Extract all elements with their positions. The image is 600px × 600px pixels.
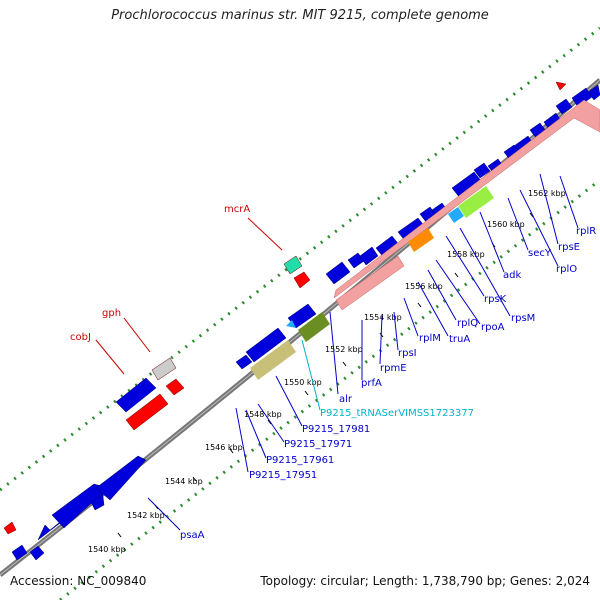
gene-labels: psaA P9215_17951 P9215_17961 P9215_17971… <box>70 204 596 541</box>
inner-dotted-track <box>59 178 600 600</box>
cds-arrow[interactable] <box>325 261 351 285</box>
gene-label-P9215_17961[interactable]: P9215_17961 <box>266 455 334 466</box>
ribosomal-operon-block[interactable] <box>333 99 600 299</box>
gene-label-rplM[interactable]: rplM <box>419 333 441 344</box>
tick-label: 1556 kbp <box>405 282 443 291</box>
gene-label-P9215_17981[interactable]: P9215_17981 <box>302 424 370 435</box>
tick-label: 1548 kbp <box>244 410 282 419</box>
cds-arrow-red[interactable] <box>555 81 567 91</box>
gene-label-psaA[interactable]: psaA <box>180 530 205 541</box>
tick-label: 1552 kbp <box>325 345 363 354</box>
reverse-strand-genes <box>3 81 567 535</box>
gene-label-rplO[interactable]: rplO <box>556 264 577 275</box>
feature-orange[interactable] <box>408 228 434 252</box>
trna-marker[interactable] <box>286 320 296 328</box>
cds-arrow-red[interactable] <box>125 393 169 431</box>
tick-labels: 1540 kbp 1542 kbp 1544 kbp 1546 kbp 1548… <box>88 189 566 554</box>
feature-teal[interactable] <box>283 255 303 275</box>
gene-label-adk[interactable]: adk <box>503 270 521 281</box>
gene-label-P9215_17971[interactable]: P9215_17971 <box>284 439 352 450</box>
gene-label-mcrA[interactable]: mcrA <box>224 204 250 215</box>
map-title: Prochlorococcus marinus str. MIT 9215, c… <box>111 8 489 23</box>
gene-label-secY[interactable]: secY <box>528 248 552 259</box>
outer-dotted-track <box>0 26 600 492</box>
gene-label-gph[interactable]: gph <box>102 308 121 319</box>
cds-arrow[interactable] <box>95 455 147 501</box>
tick-label: 1554 kbp <box>364 313 402 322</box>
gene-label-truA[interactable]: truA <box>449 334 470 345</box>
leader-lines <box>95 173 579 531</box>
feature-olive[interactable] <box>298 312 330 342</box>
genome-summary: Topology: circular; Length: 1,738,790 bp… <box>260 574 590 588</box>
cds-arrow-red[interactable] <box>3 521 17 535</box>
gene-label-rpsM[interactable]: rpsM <box>511 313 535 324</box>
feature-khaki[interactable] <box>250 340 296 380</box>
gene-label-rpmE[interactable]: rpmE <box>380 363 407 374</box>
cds-arrow-red[interactable] <box>165 378 185 396</box>
gene-label-trna[interactable]: P9215_tRNASerVIMSS1723377 <box>320 408 474 419</box>
tick-label: 1558 kbp <box>447 250 485 259</box>
cds-arrow[interactable] <box>245 327 287 363</box>
tick-label: 1544 kbp <box>165 477 203 486</box>
ribosomal-operon-block[interactable] <box>335 255 405 311</box>
feature-grey[interactable] <box>151 357 177 381</box>
cds-arrow[interactable] <box>115 377 157 413</box>
tick-label: 1542 kbp <box>127 511 165 520</box>
accession-label: Accession: NC_009840 <box>10 574 147 588</box>
tick-marks <box>117 212 534 538</box>
gene-label-rplR[interactable]: rplR <box>576 226 596 237</box>
cds-arrow-red[interactable] <box>293 271 311 289</box>
gene-label-rpoA[interactable]: rpoA <box>481 322 505 333</box>
tick-label: 1540 kbp <box>88 545 126 554</box>
tick-label: 1546 kbp <box>205 443 243 452</box>
cds-arrow[interactable] <box>473 162 491 179</box>
gene-label-rpsK[interactable]: rpsK <box>484 294 507 305</box>
cds-arrow[interactable] <box>359 246 379 266</box>
gene-label-cobJ[interactable]: cobJ <box>70 332 91 343</box>
gene-label-prfA[interactable]: prfA <box>361 378 382 389</box>
feature-skyblue[interactable] <box>448 207 464 223</box>
gene-label-rpsI[interactable]: rpsI <box>398 348 417 359</box>
tick-label: 1550 kbp <box>284 378 322 387</box>
gene-label-rpsE[interactable]: rpsE <box>558 242 580 253</box>
gene-label-alr[interactable]: alr <box>339 394 353 405</box>
feature-lightgreen[interactable] <box>458 186 494 218</box>
forward-strand-genes <box>11 84 600 561</box>
tick-label: 1562 kbp <box>528 189 566 198</box>
cds-arrow[interactable] <box>235 354 253 370</box>
cds-arrow[interactable] <box>29 545 45 561</box>
tick-label: 1560 kbp <box>487 220 525 229</box>
cds-arrow[interactable] <box>587 84 600 101</box>
cds-arrow[interactable] <box>11 544 28 561</box>
cds-arrow[interactable] <box>555 98 573 115</box>
gene-label-P9215_17951[interactable]: P9215_17951 <box>249 470 317 481</box>
gene-label-rplQ[interactable]: rplQ <box>457 318 478 329</box>
